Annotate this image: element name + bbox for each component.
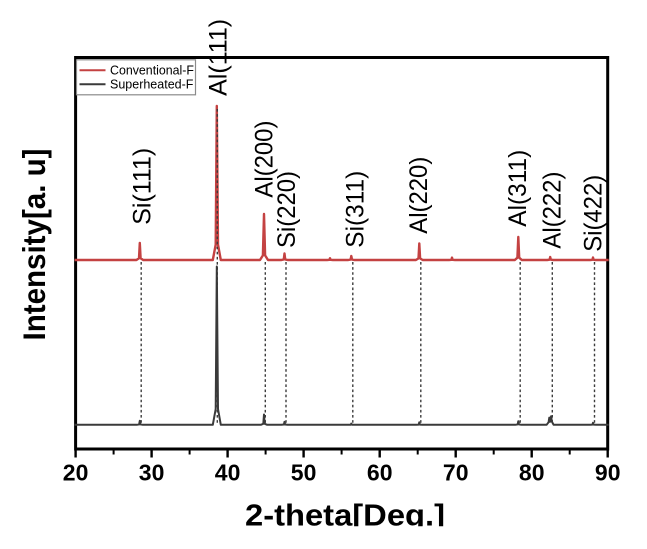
svg-text:40: 40 (215, 460, 241, 486)
svg-text:50: 50 (291, 460, 317, 486)
svg-text:Si(111): Si(111) (129, 148, 157, 225)
svg-text:Al(200): Al(200) (250, 121, 278, 198)
svg-text:70: 70 (443, 460, 469, 486)
svg-text:Conventional-F: Conventional-F (110, 63, 194, 77)
svg-text:Si(220): Si(220) (273, 171, 301, 248)
svg-text:30: 30 (139, 460, 165, 486)
svg-text:Al(111): Al(111) (204, 19, 232, 96)
svg-text:80: 80 (519, 460, 545, 486)
svg-text:Al(311): Al(311) (504, 150, 532, 227)
svg-text:Al(222): Al(222) (539, 172, 567, 249)
svg-text:20: 20 (63, 460, 89, 486)
svg-text:Al(220): Al(220) (405, 157, 433, 234)
svg-text:90: 90 (595, 460, 621, 486)
svg-text:Si(311): Si(311) (342, 171, 370, 248)
svg-text:Superheated-F: Superheated-F (110, 77, 194, 91)
svg-text:60: 60 (367, 460, 393, 486)
svg-text:Intensity[a. u]: Intensity[a. u] (17, 149, 52, 341)
svg-text:Si(422): Si(422) (579, 175, 607, 252)
svg-text:2-theta[Deg.]: 2-theta[Deg.] (245, 497, 445, 532)
